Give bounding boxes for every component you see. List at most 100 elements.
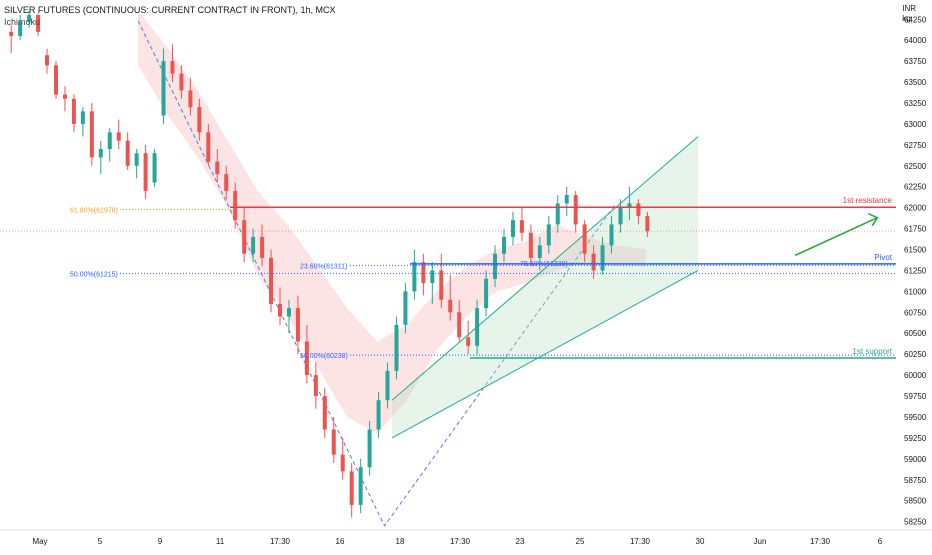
candle-body bbox=[564, 195, 569, 204]
time-axis-bg bbox=[0, 530, 932, 550]
candle-body bbox=[251, 236, 256, 254]
key-level-name: Pivot bbox=[874, 253, 893, 262]
price-axis-bg bbox=[896, 0, 932, 550]
candle-body bbox=[528, 232, 533, 258]
candle-body bbox=[600, 245, 605, 271]
candle-body bbox=[412, 262, 417, 292]
price-tick-label: 59500 bbox=[904, 413, 927, 422]
candle-body bbox=[645, 216, 650, 232]
candle-body bbox=[331, 429, 336, 455]
candle-body bbox=[161, 61, 166, 116]
price-tick-label: 60250 bbox=[904, 350, 927, 359]
fib-level-label: 61.80%(61978) bbox=[70, 207, 118, 214]
candle-body bbox=[233, 190, 238, 221]
candle-body bbox=[385, 370, 390, 401]
candle-body bbox=[457, 312, 462, 338]
time-tick-label: 18 bbox=[396, 537, 405, 546]
channel-upper-line bbox=[391, 136, 699, 401]
candle-body bbox=[98, 149, 103, 158]
candle-body bbox=[340, 454, 345, 472]
candle-body bbox=[546, 224, 551, 246]
price-tick-label: 60750 bbox=[904, 308, 927, 317]
price-tick-label: 63750 bbox=[904, 57, 927, 66]
chart-title-block: SILVER FUTURES (CONTINUOUS: CURRENT CONT… bbox=[4, 4, 336, 28]
candle-body bbox=[358, 467, 363, 505]
candle-body bbox=[27, 15, 32, 22]
price-tick-label: 62000 bbox=[904, 204, 927, 213]
candle-body bbox=[152, 153, 157, 183]
price-tick-label: 63000 bbox=[904, 120, 927, 129]
candle-body bbox=[618, 207, 623, 225]
price-tick-label: 63250 bbox=[904, 99, 927, 108]
time-tick-label: 17:30 bbox=[810, 537, 831, 546]
candle-body bbox=[116, 132, 121, 141]
price-tick-label: 61000 bbox=[904, 287, 927, 296]
candle-body bbox=[502, 236, 506, 254]
candle-body bbox=[188, 90, 193, 108]
fib-level-label: 23.60%(61311) bbox=[300, 263, 347, 270]
candle-body bbox=[269, 257, 274, 304]
ichimoku-cloud-band bbox=[138, 10, 646, 434]
price-tick-label: 64250 bbox=[904, 15, 927, 24]
price-tick-label: 61250 bbox=[904, 266, 927, 275]
price-tick-label: 61500 bbox=[904, 246, 927, 255]
candle-body bbox=[45, 55, 50, 66]
key-level-name: 1st support bbox=[852, 347, 892, 356]
key-level-name: 1st resistance bbox=[843, 196, 893, 205]
candle-body bbox=[519, 220, 524, 233]
candle-body bbox=[493, 253, 498, 279]
candle-body bbox=[206, 132, 211, 162]
price-tick-label: 58250 bbox=[904, 518, 927, 527]
candle-body bbox=[484, 278, 489, 309]
price-tick-label: 59250 bbox=[904, 434, 927, 443]
candle-body bbox=[555, 203, 560, 225]
candle-body bbox=[54, 65, 58, 95]
candle-body bbox=[197, 107, 202, 133]
candle-body bbox=[278, 303, 282, 317]
price-tick-label: 64000 bbox=[904, 36, 927, 45]
time-tick-label: 30 bbox=[696, 537, 705, 546]
candle-body bbox=[36, 15, 41, 32]
candle-body bbox=[537, 245, 542, 258]
candle-body bbox=[295, 308, 300, 342]
price-tick-label: 62750 bbox=[904, 141, 927, 150]
candle-body bbox=[62, 94, 67, 99]
time-tick-label: 9 bbox=[158, 537, 163, 546]
ichimoku-cloud bbox=[138, 10, 646, 434]
chart-title: SILVER FUTURES (CONTINUOUS: CURRENT CONT… bbox=[4, 5, 336, 15]
candle-body bbox=[224, 174, 229, 191]
indicator-label[interactable]: Ichimoku bbox=[4, 17, 41, 27]
candle-body bbox=[143, 153, 148, 191]
fib-level-label: 50.00%(60238) bbox=[300, 353, 348, 360]
candle-body bbox=[349, 471, 354, 505]
candle-body bbox=[376, 400, 381, 430]
channel-lower-line bbox=[391, 270, 699, 439]
candle-body bbox=[242, 220, 247, 254]
price-tick-label: 61750 bbox=[904, 225, 927, 234]
time-tick-label: 17:30 bbox=[270, 537, 291, 546]
candle-body bbox=[582, 224, 587, 254]
candle-body bbox=[510, 220, 515, 237]
time-tick-label: 17:30 bbox=[450, 537, 471, 546]
currency-label: INR bbox=[902, 4, 916, 13]
candle-body bbox=[304, 341, 309, 376]
candle-body bbox=[609, 224, 614, 246]
candle-body bbox=[448, 299, 453, 313]
candle-body bbox=[403, 291, 408, 325]
time-tick-label: 5 bbox=[98, 537, 103, 546]
candle-body bbox=[179, 73, 184, 91]
time-tick-label: Jun bbox=[754, 537, 767, 546]
candle-body bbox=[313, 375, 318, 397]
price-tick-label: 62250 bbox=[904, 183, 927, 192]
time-tick-label: 6 bbox=[878, 537, 883, 546]
candle-body bbox=[636, 203, 641, 217]
candle-body bbox=[89, 111, 94, 158]
fib-level-label: 50.00%(61215) bbox=[70, 271, 118, 278]
price-tick-label: 58500 bbox=[904, 497, 927, 506]
price-tick-label: 59750 bbox=[904, 392, 927, 401]
candle-body bbox=[322, 396, 327, 430]
price-tick-label: 62500 bbox=[904, 162, 927, 171]
